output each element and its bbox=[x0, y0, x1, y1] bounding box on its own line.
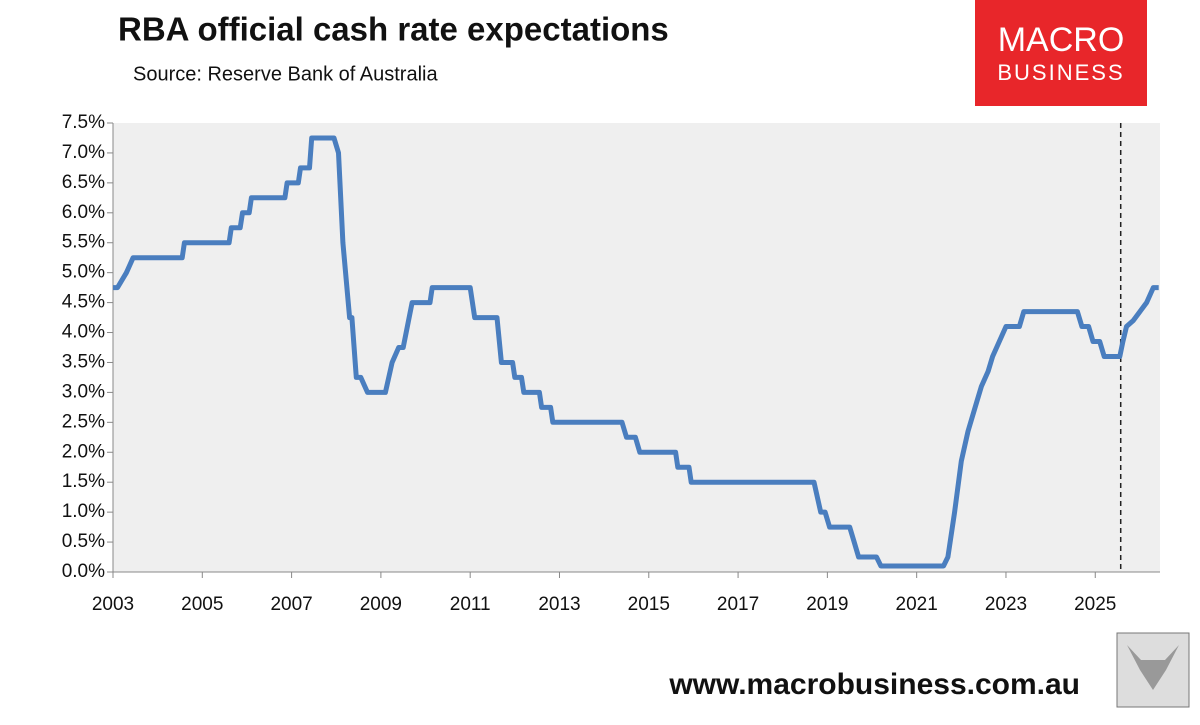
chart-subtitle: Source: Reserve Bank of Australia bbox=[133, 63, 438, 85]
x-tick-label: 2021 bbox=[896, 594, 938, 615]
x-tick-label: 2023 bbox=[985, 594, 1027, 615]
y-tick-label: 3.0% bbox=[62, 381, 105, 402]
x-tick-label: 2009 bbox=[360, 594, 402, 615]
fox-face bbox=[1127, 645, 1179, 690]
x-tick-label: 2011 bbox=[450, 594, 491, 615]
chart-title: RBA official cash rate expectations bbox=[118, 11, 669, 48]
x-tick-label: 2025 bbox=[1074, 594, 1116, 615]
x-tick-label: 2015 bbox=[628, 594, 670, 615]
x-tick-label: 2017 bbox=[717, 594, 759, 615]
y-tick-label: 4.5% bbox=[62, 292, 105, 313]
y-tick-label: 1.5% bbox=[62, 471, 105, 492]
y-tick-label: 1.0% bbox=[62, 501, 105, 522]
plot-background bbox=[113, 123, 1160, 572]
y-tick-label: 2.5% bbox=[62, 411, 105, 432]
x-tick-label: 2019 bbox=[806, 594, 848, 615]
y-tick-label: 5.5% bbox=[62, 232, 105, 253]
y-tick-label: 7.5% bbox=[62, 112, 105, 133]
rate-line bbox=[113, 135, 1159, 569]
y-tick-label: 6.5% bbox=[62, 172, 105, 193]
y-tick-label: 0.0% bbox=[62, 561, 105, 582]
logo-top: MACRO bbox=[998, 21, 1125, 59]
x-tick-label: 2005 bbox=[181, 594, 223, 615]
logo-box bbox=[975, 0, 1147, 106]
y-tick-label: 7.0% bbox=[62, 142, 105, 163]
y-tick-label: 0.5% bbox=[62, 531, 105, 552]
website: www.macrobusiness.com.au bbox=[668, 668, 1080, 701]
x-tick-label: 2007 bbox=[270, 594, 312, 615]
logo-bottom: BUSINESS bbox=[997, 60, 1124, 85]
y-tick-label: 2.0% bbox=[62, 441, 105, 462]
y-tick-label: 4.0% bbox=[62, 322, 105, 343]
y-tick-label: 3.5% bbox=[62, 351, 105, 372]
x-tick-label: 2003 bbox=[92, 594, 134, 615]
y-tick-label: 5.0% bbox=[62, 262, 105, 283]
y-tick-label: 6.0% bbox=[62, 202, 105, 223]
x-tick-label: 2013 bbox=[538, 594, 580, 615]
